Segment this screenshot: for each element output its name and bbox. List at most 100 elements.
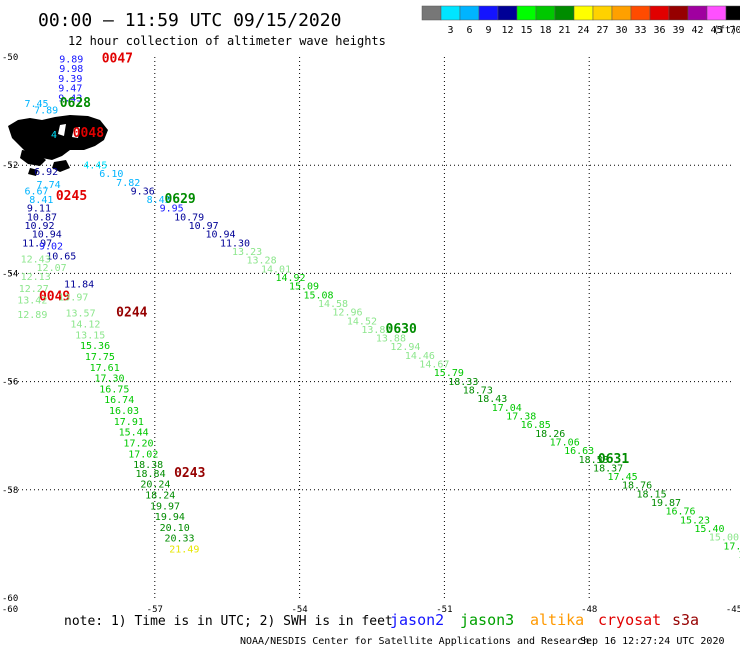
wave-height-label: 16.85 [521,420,551,431]
footer-timestamp: Sep 16 12:27:24 UTC 2020 [580,636,725,647]
colorbar-tick-label: 3 [447,25,453,36]
longitude-tick-label: -57 [147,605,163,615]
colorbar-tick-label: 70 [729,25,740,36]
pass-time-label: 0628 [60,96,91,111]
small-island-shape-2 [28,168,38,176]
wave-height-label: 18.73 [463,386,493,397]
colorbar-swatch [497,5,518,21]
wave-height-label: 8.43 [147,195,171,206]
colorbar-swatch [554,5,575,21]
wave-height-label: 9.02 [39,242,63,253]
wave-height-label: 9.95 [160,204,184,215]
colorbar-swatch [440,5,461,21]
wave-height-label: 17.06 [550,437,580,448]
wave-height-label: 13.42 [17,296,47,307]
island-inlet-shape [58,124,80,138]
longitude-tick-label: -45 [726,605,740,615]
wave-height-label: 13.15 [75,330,105,341]
wave-height-label: 10.94 [205,230,235,241]
pass-time-label: 0244 [116,306,147,321]
colorbar-swatch [421,5,442,21]
colorbar-tick-label: 36 [653,25,665,36]
wave-height-label: 20.10 [160,523,190,534]
wave-height-label: 14.01 [261,264,291,275]
pass-time-label: 0048 [73,126,104,141]
wave-height-label: 6.10 [99,169,123,180]
colorbar-swatch [573,5,594,21]
wave-height-label: 18.26 [535,429,565,440]
pass-time-label: 0629 [164,192,195,207]
wave-height-label: 10.87 [27,212,57,223]
east-falkland-island-shape [8,115,108,160]
west-falkland-island-shape [20,150,46,166]
wave-height-label: 17.47 [723,541,740,552]
wave-height-label: 18.38 [133,460,163,471]
pass-time-label: 0631 [598,452,629,467]
colorbar-unit: (ft) [713,25,737,36]
latitude-tick-label: -56 [2,378,18,388]
latitude-tick-label: -50 [2,53,18,63]
wave-height-label: 12.43 [21,255,51,266]
wave-height-label: 12.07 [37,263,67,274]
colorbar-swatch [668,5,689,21]
page-subtitle: 12 hour collection of altimeter wave hei… [68,34,386,48]
longitude-tick-label: -54 [291,605,307,615]
wave-height-label: 17.30 [94,374,124,385]
wave-height-label: 11.84 [64,279,94,290]
wave-height-label: 18.53 [579,455,609,466]
wave-height-label: 18.76 [622,481,652,492]
page-title: 00:00 – 11:59 UTC 09/15/2020 [38,10,341,31]
wave-height-label: 12.94 [390,342,420,353]
wave-height-label: 18.84 [135,469,165,480]
wave-height-label: 16.76 [665,507,695,518]
longitude-tick-label: -48 [581,605,597,615]
wave-height-label: 15.23 [680,515,710,526]
wave-height-label: 9.98 [59,64,83,75]
wave-height-label: 11.30 [220,238,250,249]
legend-entry-cryosat: cryosat [598,611,661,629]
wave-height-label: 18.37 [593,463,623,474]
wave-height-label: 13.23 [232,247,262,258]
wave-height-label: 20.33 [164,534,194,545]
wave-height-label: 13.82 [361,325,391,336]
wave-height-label: 7.74 [37,180,61,191]
legend-entry-s3a: s3a [672,611,699,629]
wave-height-label: 9.36 [131,186,155,197]
wave-height-label: 10.79 [174,212,204,223]
pass-time-label: 0245 [56,189,87,204]
wave-height-label: 12.89 [17,310,47,321]
wave-height-label: 17.91 [114,417,144,428]
pass-time-label: 0047 [102,51,133,66]
colorbar-tick-label: 42 [691,25,703,36]
wave-height-label: 15.36 [80,341,110,352]
wave-height-label: 10.97 [189,221,219,232]
footer-credit: NOAA/NESDIS Center for Satellite Applica… [240,636,589,647]
wave-height-label: 9.43 [58,93,82,104]
wave-height-label: 19.87 [651,498,681,509]
colorbar-tick-label: 18 [539,25,551,36]
wave-height-label: 17.20 [123,439,153,450]
latitude-tick-label: -58 [2,486,18,496]
longitude-tick-label: -60 [2,605,18,615]
wave-height-label: 4 [51,130,57,141]
wave-height-label: 14.58 [318,299,348,310]
wave-height-label: 9.89 [59,54,83,65]
wave-height-label: 10.65 [46,251,76,262]
colorbar-swatch [516,5,537,21]
colorbar-swatch [649,5,670,21]
wave-height-label: 13.97 [58,292,88,303]
colorbar-tick-label: 27 [596,25,608,36]
wave-height-label: 9.11 [27,204,51,215]
wave-height-label: 15.79 [434,368,464,379]
wave-height-label: 15.08 [303,290,333,301]
latitude-tick-label: -52 [2,161,18,171]
wave-height-label: 7.89 [34,105,58,116]
wave-height-label: 18.15 [637,489,667,500]
wave-height-label: 9.39 [58,74,82,85]
wave-height-label: 18.24 [145,490,175,501]
wave-height-label: 17.45 [608,472,638,483]
wave-height-label: 6.67 [24,186,48,197]
wave-height-label: 17.61 [90,363,120,374]
colorbar-tick-label: 9 [485,25,491,36]
